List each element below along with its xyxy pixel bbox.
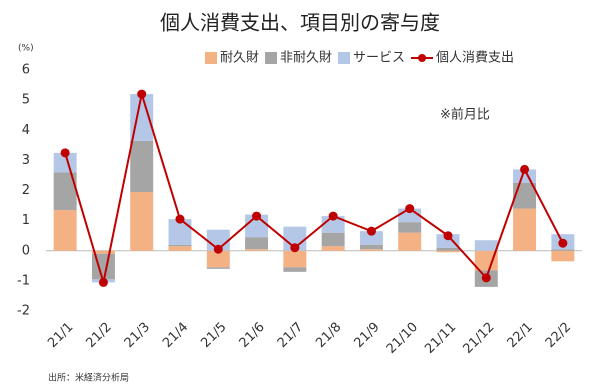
line-point [290, 243, 300, 253]
legend-swatch [265, 52, 278, 64]
annotation: ※前月比 [440, 107, 490, 123]
y-tick-label: -1 [17, 273, 30, 288]
y-tick-label: 3 [22, 153, 30, 168]
bar-segment [436, 247, 460, 251]
line-point [366, 226, 376, 236]
bar-segment [436, 250, 460, 253]
y-unit: (%) [18, 44, 34, 54]
bar-segment [130, 94, 154, 141]
x-tick-label: 21/6 [237, 320, 268, 351]
line-point [137, 89, 147, 99]
bar-segment [91, 250, 115, 254]
x-tick-label: 21/11 [422, 320, 459, 357]
bar-segment [53, 210, 77, 251]
bar-segment [168, 246, 192, 251]
line-point [213, 244, 223, 254]
y-tick-label: -2 [17, 304, 30, 319]
bar-segment [283, 250, 307, 268]
bar-segment [168, 219, 192, 245]
bar-segment [551, 250, 575, 262]
x-tick-label: 21/12 [460, 320, 497, 357]
x-tick-label: 21/5 [198, 320, 229, 351]
legend-swatch [338, 52, 351, 64]
legend-label: 非耐久財 [280, 51, 332, 66]
x-tick-label: 21/4 [160, 320, 191, 351]
y-tick-label: 6 [22, 63, 30, 78]
y-tick-label: 1 [22, 213, 30, 228]
x-tick-label: 21/3 [122, 320, 153, 351]
x-tick-label: 22/2 [543, 320, 574, 351]
bar-segment [513, 208, 537, 251]
y-tick-label: 2 [22, 183, 30, 198]
bar-segment [474, 240, 498, 251]
source: 出所：米経済分析局 [48, 372, 129, 384]
x-tick-label: 21/9 [351, 320, 382, 351]
bar-segment [321, 232, 345, 247]
x-tick-label: 21/2 [83, 320, 114, 351]
y-tick-label: 0 [22, 243, 30, 258]
bar-segment [474, 250, 498, 271]
bar-segment [321, 246, 345, 251]
bar-segment [206, 267, 230, 269]
bar-segment [359, 244, 383, 250]
line-point [443, 231, 453, 241]
legend-marker [418, 54, 427, 62]
legend-label: 耐久財 [220, 51, 259, 66]
bar-segment [53, 172, 77, 211]
line-point [558, 238, 568, 248]
bar-segment [551, 249, 575, 251]
bar-segment [283, 226, 307, 251]
line-point [481, 273, 491, 283]
bar-segment [398, 222, 422, 233]
line-point [60, 148, 70, 158]
bar-segment [283, 267, 307, 272]
x-tick-label: 21/1 [45, 320, 76, 351]
bar-segment [168, 244, 192, 247]
x-tick-label: 21/8 [313, 320, 344, 351]
bar-segment [245, 237, 269, 250]
chart-title: 個人消費支出、項目別の寄与度 [160, 11, 440, 35]
y-tick-label: 5 [22, 93, 30, 108]
y-tick-label: 4 [22, 123, 30, 138]
x-tick-label: 22/1 [505, 320, 536, 351]
legend-label: サービス [353, 51, 405, 66]
bar-segment [436, 234, 460, 248]
bar-segment [130, 140, 154, 193]
bar-segment [53, 152, 77, 173]
bar-segment [206, 250, 230, 268]
legend-swatch [205, 52, 217, 64]
line-point [252, 211, 262, 221]
bar-segment [398, 232, 422, 251]
bar-segment [359, 249, 383, 251]
line-point [175, 214, 185, 224]
bar-segment [513, 182, 537, 209]
line-point [328, 211, 338, 221]
x-tick-label: 21/10 [384, 320, 421, 357]
line-point [98, 277, 108, 287]
line-series [64, 93, 564, 283]
line-point [405, 204, 415, 214]
x-tick-label: 21/7 [275, 320, 306, 351]
bar-segment [359, 231, 383, 245]
legend-label: 個人消費支出 [436, 51, 514, 66]
line-point [520, 164, 530, 174]
bar-segment [245, 249, 269, 251]
bar-segment [130, 192, 154, 251]
